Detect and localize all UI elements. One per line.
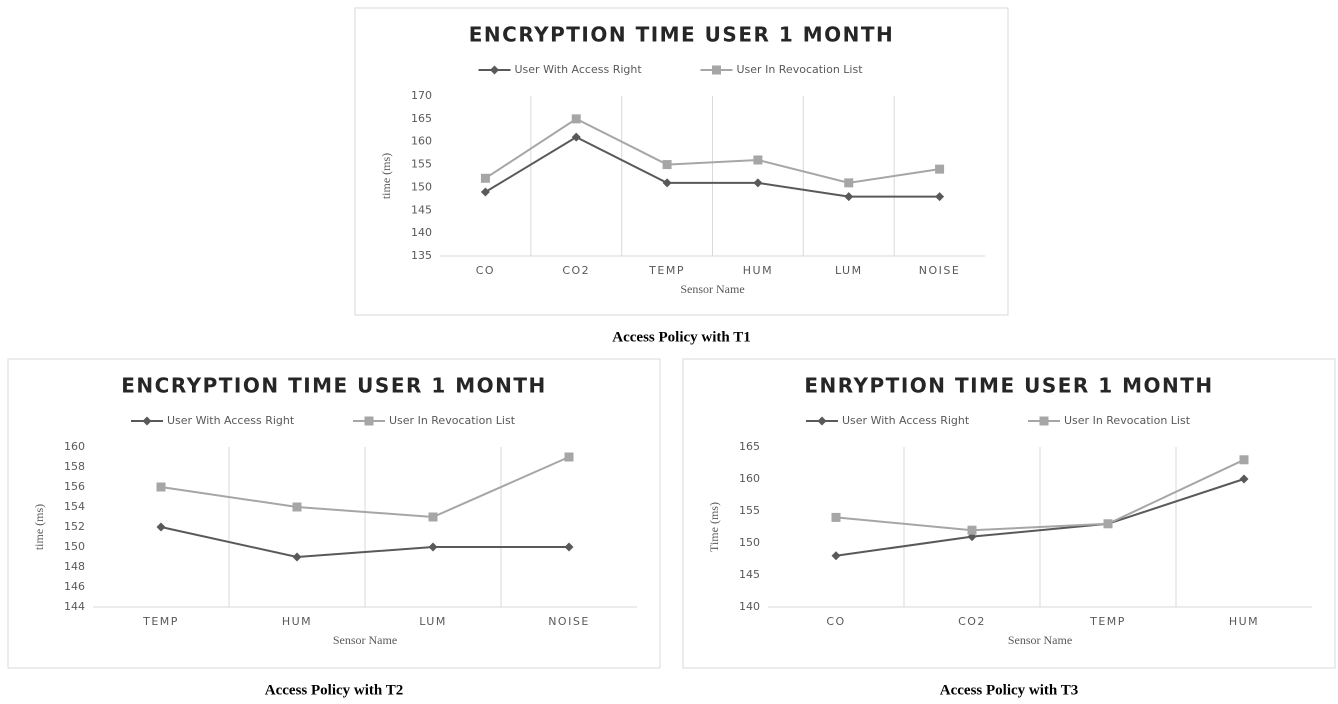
data-point [831,512,841,522]
y-tick-label: 165 [411,112,432,125]
legend-label: User With Access Right [167,414,295,427]
caption: Access Policy with T1 [612,329,750,345]
data-point [564,452,574,462]
y-tick-label: 154 [64,500,85,513]
y-tick-label: 145 [739,568,760,581]
x-tick-label: CO [476,264,495,277]
legend-label: User With Access Right [515,63,643,76]
data-point [935,164,945,174]
data-point [1103,519,1113,529]
x-tick-label: LUM [835,264,863,277]
chart-frame [682,358,1336,669]
data-point [935,192,945,202]
chart-title: ENCRYPTION TIME USER 1 MONTH [121,374,547,398]
x-axis-label: Sensor Name [680,282,744,296]
y-tick-label: 148 [64,560,85,573]
legend-label: User In Revocation List [1064,414,1191,427]
data-point [1239,455,1249,465]
data-point [292,552,302,562]
y-axis-label: time (ms) [32,504,46,550]
data-point [480,187,490,197]
legend-marker [142,416,152,426]
x-tick-label: LUM [419,615,447,628]
y-tick-label: 146 [64,580,85,593]
y-tick-label: 150 [411,180,432,193]
caption: Access Policy with T3 [940,682,1078,698]
series-line [160,526,569,559]
data-point [428,542,438,552]
data-point [662,160,672,170]
y-tick-label: 160 [739,472,760,485]
data-point [156,482,166,492]
data-point [662,178,672,188]
x-tick-label: CO [826,615,845,628]
y-tick-label: 155 [739,504,760,517]
x-tick-label: CO2 [562,264,590,277]
x-tick-label: TEMP [1089,615,1126,628]
y-tick-label: 140 [739,600,760,613]
data-point [292,502,302,512]
data-point [844,178,854,188]
series-line [835,458,1245,532]
y-tick-label: 140 [411,226,432,239]
y-tick-label: 150 [64,540,85,553]
data-point [753,178,763,188]
y-axis-label: Time (ms) [707,502,721,552]
x-tick-label: NOISE [548,615,590,628]
legend-label: User With Access Right [842,414,970,427]
series-line [160,456,570,519]
y-axis-label: time (ms) [379,153,393,199]
chart-frame [354,7,1009,316]
y-tick-label: 145 [411,203,432,216]
legend-marker [364,416,374,426]
data-point [1239,474,1249,484]
y-tick-label: 156 [64,480,85,493]
y-tick-label: 170 [411,89,432,102]
legend-marker [1039,416,1049,426]
data-point [428,512,438,522]
legend-marker [817,416,827,426]
x-axis-label: Sensor Name [333,633,397,647]
y-tick-label: 165 [739,440,760,453]
chart-title: ENRYPTION TIME USER 1 MONTH [804,374,1213,398]
data-point [564,542,574,552]
data-point [967,525,977,535]
chart-frame [7,358,661,669]
series-line [835,478,1245,557]
data-point [571,132,581,142]
y-tick-label: 135 [411,249,432,262]
y-tick-label: 160 [411,135,432,148]
data-point [571,114,581,124]
series-line [484,136,940,198]
y-tick-label: 152 [64,520,85,533]
legend-label: User In Revocation List [389,414,516,427]
data-point [831,551,841,561]
data-point [480,173,490,183]
x-axis-label: Sensor Name [1008,633,1072,647]
data-point [156,522,166,532]
x-tick-label: TEMP [142,615,179,628]
y-tick-label: 160 [64,440,85,453]
x-tick-label: CO2 [958,615,986,628]
x-tick-label: TEMP [648,264,685,277]
chart-title: ENCRYPTION TIME USER 1 MONTH [469,23,895,47]
series-line [484,117,940,184]
y-tick-label: 150 [739,536,760,549]
legend-marker [712,65,721,75]
y-tick-label: 155 [411,158,432,171]
x-tick-label: HUM [1229,615,1259,628]
caption: Access Policy with T2 [265,682,403,698]
legend-label: User In Revocation List [737,63,864,76]
x-tick-label: HUM [743,264,773,277]
legend-marker [490,65,499,75]
x-tick-label: HUM [282,615,312,628]
x-tick-label: NOISE [919,264,961,277]
y-tick-label: 158 [64,460,85,473]
y-tick-label: 144 [64,600,85,613]
data-point [753,155,763,165]
data-point [844,192,854,202]
